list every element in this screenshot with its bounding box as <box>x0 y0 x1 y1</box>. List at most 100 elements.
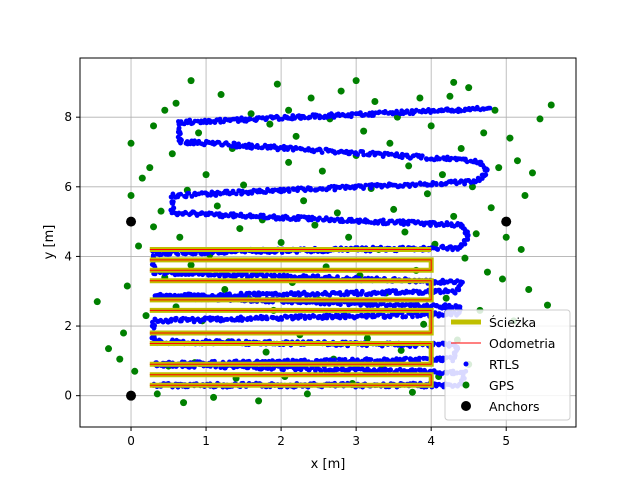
gps-point <box>487 204 495 212</box>
gps-point <box>236 225 244 233</box>
rtls-point <box>316 291 321 297</box>
gps-point <box>386 139 394 147</box>
gps-point <box>528 169 536 177</box>
gps-point <box>333 209 341 217</box>
rtls-point <box>327 357 332 363</box>
rtls-point <box>233 191 239 197</box>
rtls-point <box>247 291 253 296</box>
gps-point <box>176 233 184 241</box>
y-axis-label: y [m] <box>42 225 57 260</box>
gps-point <box>277 239 285 246</box>
rtls-point <box>248 317 254 322</box>
gps-point <box>465 84 473 92</box>
rtls-point <box>284 291 290 297</box>
rtls-point <box>204 138 209 144</box>
gps-point <box>150 122 158 130</box>
gps-point <box>536 115 544 123</box>
rtls-point <box>424 356 430 362</box>
gps-point <box>397 346 405 354</box>
gps-point <box>202 171 210 179</box>
rtls-point <box>410 314 415 320</box>
rtls-point <box>361 186 366 192</box>
rtls-point <box>368 357 374 362</box>
gps-point <box>127 139 135 147</box>
gps-point <box>303 390 311 398</box>
gps-point <box>495 164 503 172</box>
rtls-point <box>168 316 174 322</box>
rtls-point <box>434 182 439 188</box>
gps-point <box>423 190 431 198</box>
rtls-point <box>180 212 186 217</box>
rtls-point <box>455 221 461 226</box>
rtls-point <box>452 290 458 296</box>
rtls-point <box>444 220 450 225</box>
gps-point <box>135 242 143 250</box>
rtls-point <box>391 303 397 308</box>
rtls-point <box>339 367 345 373</box>
rtls-point <box>175 252 181 257</box>
rtls-point <box>344 219 350 225</box>
gps-point <box>371 98 379 106</box>
y-tick-label: 4 <box>64 249 72 263</box>
rtls-point <box>313 368 318 373</box>
gps-point <box>401 228 409 236</box>
gps-point <box>311 221 319 229</box>
x-tick-label: 3 <box>352 434 360 448</box>
rtls-point <box>311 313 316 319</box>
rtls-point <box>403 355 409 361</box>
y-tick-label: 8 <box>64 110 72 124</box>
ticks: 0 1 2 3 4 5 0 2 4 6 8 <box>64 110 510 448</box>
rtls-point <box>260 145 265 151</box>
gps-point <box>450 212 458 220</box>
rtls-point <box>186 190 192 196</box>
rtls-point <box>318 368 324 374</box>
rtls-point <box>318 301 323 307</box>
legend-frame <box>444 309 571 421</box>
rtls-point <box>239 115 244 121</box>
rtls-point <box>286 189 292 194</box>
rtls-point <box>276 273 282 279</box>
rtls-point <box>351 366 357 371</box>
rtls-point <box>416 367 422 373</box>
rtls-point <box>440 243 446 249</box>
rtls-point <box>268 272 274 278</box>
legend-label-gps: GPS <box>489 378 514 393</box>
rtls-point <box>150 335 156 340</box>
rtls-point <box>410 289 416 295</box>
rtls-point <box>171 205 176 211</box>
rtls-point <box>279 317 285 322</box>
gps-point <box>285 106 293 114</box>
rtls-point <box>428 156 433 162</box>
gps-point <box>153 390 161 398</box>
rtls-point <box>323 146 329 152</box>
rtls-point <box>233 144 239 150</box>
gps-point <box>210 393 218 401</box>
rtls-point <box>196 271 202 277</box>
odometry-line <box>149 343 432 365</box>
anchor-point <box>126 216 137 227</box>
x-tick-label: 5 <box>502 434 510 448</box>
rtls-point <box>453 303 459 308</box>
gps-point <box>506 134 514 142</box>
rtls-point <box>390 111 396 117</box>
axes-frame <box>79 57 577 428</box>
gps-point <box>123 282 131 290</box>
gps-point <box>157 207 165 215</box>
gps-point <box>363 334 371 342</box>
rtls-point <box>446 288 451 294</box>
gps-point <box>240 181 248 189</box>
y-tick-label: 6 <box>64 180 72 194</box>
rtls-point <box>412 304 418 309</box>
y-tick-label: 0 <box>64 389 72 403</box>
gps-point <box>105 345 113 353</box>
rtls-point <box>434 358 439 363</box>
gps-point <box>502 233 510 241</box>
gps-point <box>491 106 499 114</box>
rtls-point <box>241 144 246 149</box>
rtls-point <box>452 156 458 161</box>
rtls-point <box>414 182 419 188</box>
rtls-point <box>183 140 189 146</box>
rtls-point <box>240 316 246 322</box>
rtls-point <box>435 341 441 347</box>
rtls-point <box>162 271 168 277</box>
